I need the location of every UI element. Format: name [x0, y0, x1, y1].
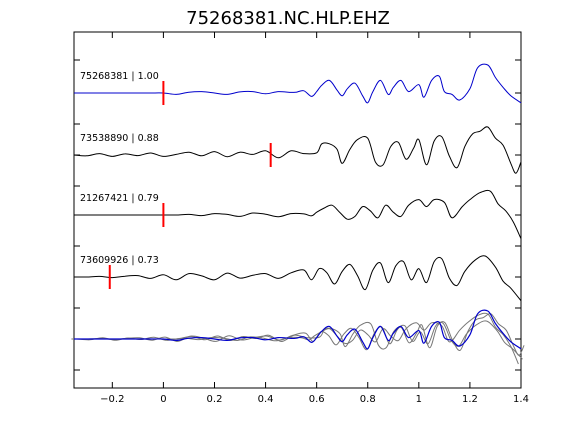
- x-tick-label: 1.2: [462, 394, 478, 405]
- trace-line: [73, 255, 522, 302]
- trace-line: [74, 189, 522, 240]
- chart-title: 75268381.NC.HLP.EHZ: [186, 8, 390, 29]
- overlay-master-line: [74, 309, 522, 350]
- traces: 75268381 | 1.00 73538890 | 0.88 21267421 |…: [73, 63, 522, 302]
- trace-label: 21267421 | 0.79: [80, 193, 159, 204]
- x-tick-label: 0: [160, 394, 166, 405]
- x-tick-label: 0.6: [309, 394, 325, 405]
- x-tick-label: 1: [416, 394, 422, 405]
- trace-line: [73, 126, 522, 174]
- x-tick-label: −0.2: [100, 394, 124, 405]
- trace-label: 75268381 | 1.00: [80, 71, 159, 82]
- plot-frame: [73, 31, 522, 389]
- overlay-trace-line: [75, 320, 523, 360]
- trace-label: 73538890 | 0.88: [80, 133, 159, 144]
- overlay-stack: [71, 309, 525, 365]
- trace-label: 73609926 | 0.73: [80, 255, 159, 266]
- x-axis: −0.2 0 0.2 0.4 0.6 0.8 1 1.2 1.4: [100, 32, 529, 405]
- trace-line: [74, 63, 522, 104]
- x-tick-label: 1.4: [513, 394, 529, 405]
- x-tick-label: 0.8: [360, 394, 376, 405]
- x-tick-label: 0.4: [258, 394, 274, 405]
- x-tick-label: 0.2: [207, 394, 223, 405]
